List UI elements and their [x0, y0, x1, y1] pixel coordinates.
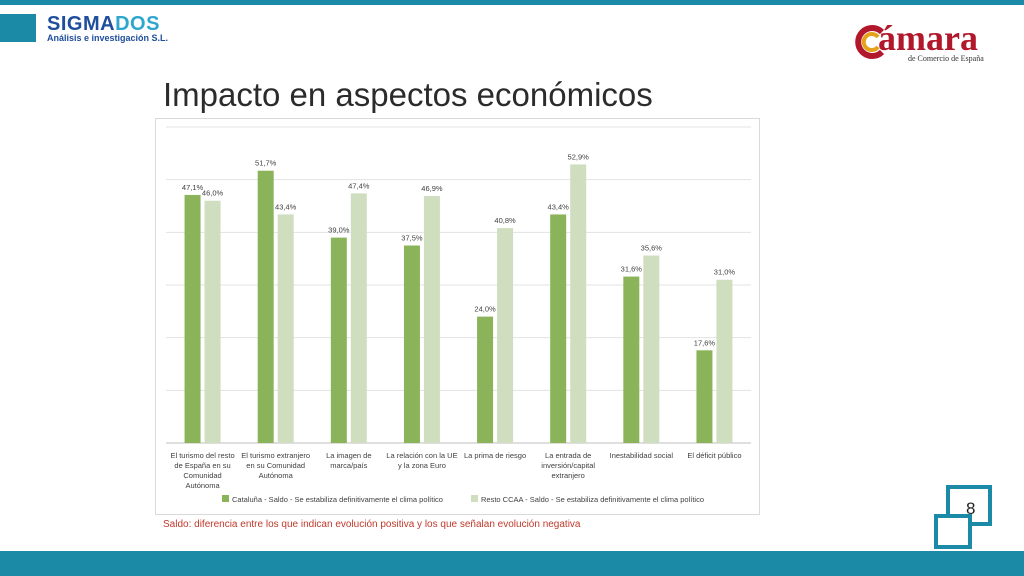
logo-name-part1: SIGMA	[47, 13, 116, 35]
x-tick-label-line: en su Comunidad	[246, 461, 305, 470]
top-accent-bar	[0, 0, 1024, 5]
x-tick-label-line: El turismo extranjero	[241, 451, 310, 460]
sigmados-logo-text: SIGMADOS	[47, 14, 160, 34]
x-tick-label-line: Inestabilidad social	[610, 451, 674, 460]
x-tick-label-line: de España en su	[174, 461, 230, 470]
camara-logo-subtitle: de Comercio de España	[908, 54, 984, 63]
bar-series2	[716, 279, 733, 443]
x-tick-label-line: extranjero	[552, 471, 585, 480]
bar-chart: 47,1% 51,7% 39,0% 37,5% 24,0% 43,4% 31,6% 17,6%…	[166, 126, 751, 504]
x-tick-label-line: y la zona Euro	[398, 461, 446, 470]
bar-series1	[477, 316, 494, 443]
legend-swatch-series2	[471, 495, 478, 502]
bar-series1	[403, 245, 420, 443]
bar-series1	[550, 214, 567, 443]
bar-series2	[277, 214, 294, 443]
bar-series2	[350, 193, 367, 443]
data-label: 35,6%	[641, 244, 663, 253]
data-label: 39,0%	[328, 226, 350, 235]
x-tick-label: El déficit público	[687, 451, 741, 460]
data-label: 43,4%	[548, 202, 570, 211]
x-tick-label-line: El déficit público	[687, 451, 741, 460]
legend-label-series2: Resto CCAA - Saldo - Se estabiliza defin…	[481, 495, 704, 504]
decorative-square	[934, 514, 972, 549]
x-tick-label: La imagen de marca/país	[326, 451, 371, 470]
data-label: 40,8%	[494, 216, 516, 225]
x-tick-label: La entrada de inversión/capital extranjero	[541, 451, 595, 480]
camara-c-emblem-icon	[855, 25, 885, 59]
x-tick-label-line: La entrada de	[545, 451, 591, 460]
x-tick-label-line: Comunidad	[183, 471, 221, 480]
data-label: 17,6%	[694, 338, 716, 347]
bar-series1	[623, 276, 640, 443]
data-label: 47,1%	[182, 183, 204, 192]
x-tick-label: La prima de riesgo	[464, 451, 526, 460]
bar-series2	[204, 200, 221, 443]
x-tick-label: La relación con la UE y la zona Euro	[386, 451, 457, 470]
x-tick-label-line: La relación con la UE	[386, 451, 457, 460]
bar-series1	[330, 237, 347, 443]
bar-series1	[257, 170, 274, 444]
chart-frame: 47,1% 51,7% 39,0% 37,5% 24,0% 43,4% 31,6% 17,6%…	[155, 118, 760, 515]
x-tick-label-line: La imagen de	[326, 451, 371, 460]
bottom-accent-bar	[0, 551, 1024, 576]
data-label: 24,0%	[474, 305, 496, 314]
page-title: Impacto en aspectos económicos	[163, 76, 653, 113]
legend-label-series1: Cataluña - Saldo - Se estabiliza definit…	[232, 495, 443, 504]
data-label: 51,7%	[255, 159, 277, 168]
page-number: 8	[966, 499, 976, 518]
bar-series2	[643, 255, 660, 443]
camara-logo: ámara de Comercio de España	[852, 20, 1007, 64]
x-tick-label-line: El turismo del resto	[170, 451, 234, 460]
footnote: Saldo: diferencia entre los que indican …	[163, 519, 581, 530]
x-tick-label: El turismo del resto de España en su Comun…	[170, 451, 234, 490]
data-label: 52,9%	[568, 152, 590, 161]
data-label: 47,4%	[348, 181, 370, 190]
data-label: 46,0%	[202, 189, 224, 198]
bar-series2	[497, 228, 514, 443]
camara-logo-word: ámara	[878, 18, 978, 58]
data-label: 31,0%	[714, 268, 736, 277]
logo-name-part2: DOS	[115, 13, 160, 35]
data-label: 31,6%	[621, 265, 643, 274]
data-label: 37,5%	[401, 234, 423, 243]
x-tick-label-line: inversión/capital	[541, 461, 595, 470]
x-tick-label-line: La prima de riesgo	[464, 451, 526, 460]
bar-series1	[184, 194, 201, 443]
sigmados-logo-square	[0, 14, 36, 42]
bar-series2	[570, 164, 587, 443]
x-tick-label: Inestabilidad social	[610, 451, 674, 460]
x-tick-label-line: Autónoma	[259, 471, 294, 480]
legend-swatch-series1	[222, 495, 229, 502]
bar-series2	[423, 195, 440, 443]
sigmados-logo-subtitle: Análisis e investigación S.L.	[47, 33, 169, 43]
bar-series1	[696, 350, 713, 443]
x-tick-label: El turismo extranjero en su Comunidad Autó…	[241, 451, 310, 480]
data-label: 46,9%	[421, 184, 443, 193]
x-tick-label-line: Autónoma	[185, 481, 220, 490]
x-tick-label-line: marca/país	[330, 461, 367, 470]
data-label: 43,4%	[275, 202, 297, 211]
